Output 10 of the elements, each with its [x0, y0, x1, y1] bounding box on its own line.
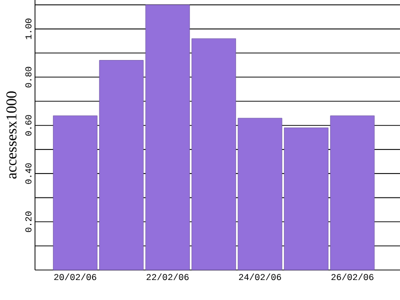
y-axis-title: accessesx1000: [6, 91, 16, 179]
y-tick-label: 0.40: [25, 163, 32, 184]
x-tick-label: 24/02/06: [239, 274, 282, 280]
y-tick-label: 0.60: [25, 115, 32, 136]
x-tick-label: 20/02/06: [54, 274, 96, 280]
y-tick-label: 0.20: [25, 212, 32, 232]
x-tick-label: 26/02/06: [331, 274, 374, 280]
x-tick-label: 22/02/06: [146, 274, 189, 280]
y-tick-label: 0.80: [25, 66, 32, 88]
y-tick-label: 1.00: [25, 18, 32, 40]
